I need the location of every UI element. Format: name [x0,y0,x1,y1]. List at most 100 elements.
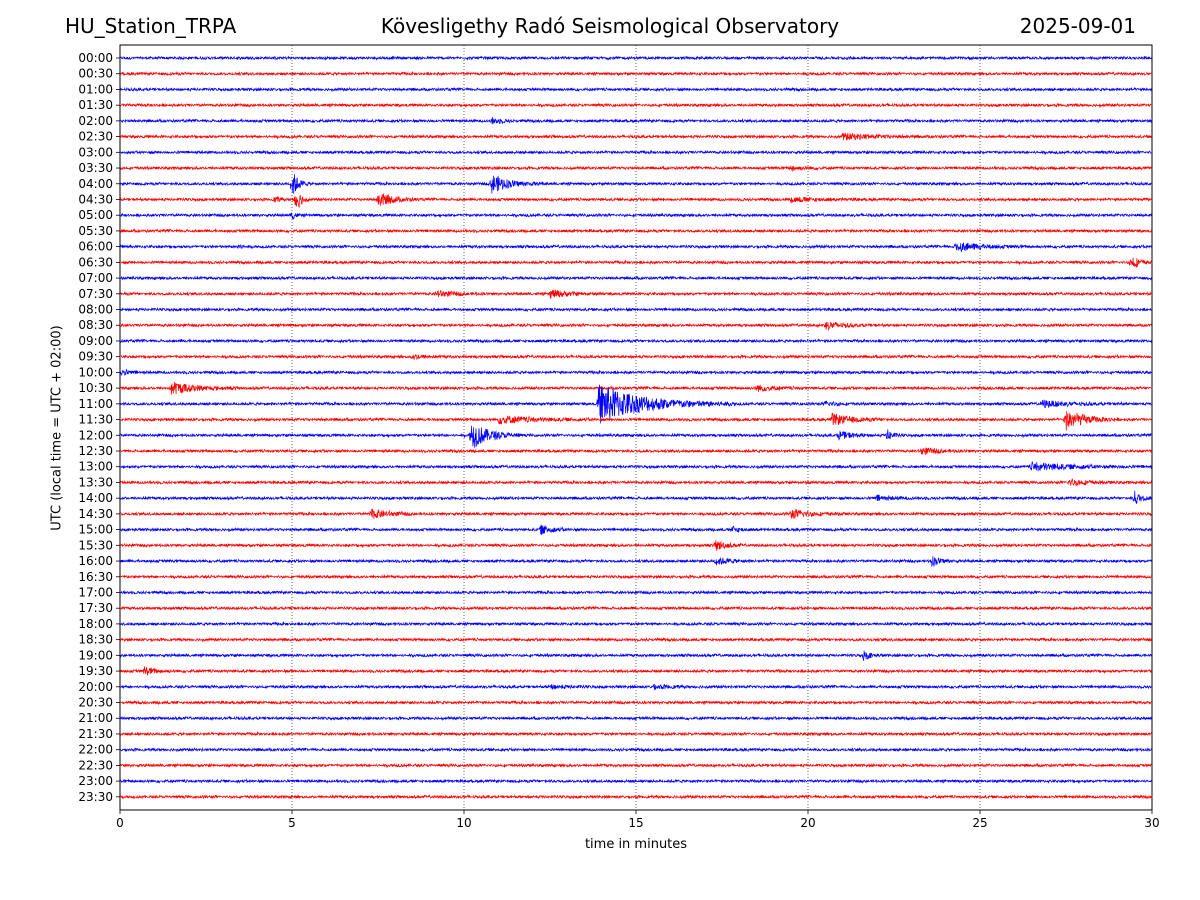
y-tick-label: 04:30 [78,192,113,206]
y-tick-label: 21:30 [78,727,113,741]
trace-2130 [119,731,1153,737]
y-tick-label: 11:00 [78,397,113,411]
trace-2230 [119,762,1153,769]
y-tick-label: 10:00 [78,365,113,379]
trace-2000 [119,683,1153,691]
trace-0030 [119,70,1153,77]
trace-1830 [119,636,1153,643]
y-tick-label: 01:30 [78,98,113,112]
y-tick-label: 22:00 [78,743,113,757]
x-axis-ticks: 0 5 10 15 20 25 30 [116,810,1160,830]
x-tick-label: 25 [972,816,987,830]
y-tick-label: 07:30 [78,287,113,301]
y-tick-label: 02:00 [78,114,113,128]
plot-date: 2025-09-01 [1019,14,1136,38]
trace-2030 [119,699,1152,706]
y-tick-label: 19:00 [78,648,113,662]
y-tick-label: 12:00 [78,428,113,442]
trace-1330 [119,478,1153,487]
trace-0300 [119,149,1153,156]
y-axis-label: UTC (local time = UTC + 02:00) [49,325,65,531]
y-tick-label: 05:30 [78,224,113,238]
y-tick-label: 05:00 [78,208,113,222]
trace-1200 [119,425,1153,449]
trace-0830 [119,321,1153,331]
y-tick-label: 20:00 [78,680,113,694]
trace-1030 [119,381,1153,395]
trace-0900 [119,338,1153,344]
seismic-traces [119,55,1153,800]
trace-1900 [119,650,1153,661]
trace-0130 [119,102,1153,109]
trace-0930 [119,353,1153,361]
trace-0330 [119,165,1153,173]
trace-1300 [119,461,1153,472]
y-tick-label: 17:30 [78,601,113,615]
y-tick-label: 08:00 [78,303,113,317]
trace-0500 [119,211,1153,220]
trace-1930 [119,666,1153,676]
y-tick-label: 03:30 [78,161,113,175]
y-tick-label: 00:30 [78,67,113,81]
trace-1430 [119,508,1153,520]
y-tick-label: 07:00 [78,271,113,285]
y-tick-label: 18:30 [78,633,113,647]
y-tick-label: 16:30 [78,570,113,584]
y-tick-label: 23:30 [78,790,113,804]
trace-0530 [119,228,1153,234]
y-tick-label: 06:00 [78,240,113,254]
trace-0600 [119,242,1153,253]
y-tick-label: 06:30 [78,255,113,269]
y-tick-label: 13:00 [78,460,113,474]
trace-0100 [119,86,1153,93]
trace-1630 [119,573,1153,580]
x-axis-label: time in minutes [584,837,688,852]
trace-1230 [119,447,1153,455]
y-tick-label: 11:30 [78,413,113,427]
y-tick-label: 01:00 [78,82,113,96]
trace-1530 [119,540,1153,551]
observatory-title: Kövesligethy Radó Seismological Observat… [380,14,840,38]
y-tick-label: 19:30 [78,664,113,678]
trace-2200 [119,746,1153,753]
y-tick-label: 12:30 [78,444,113,458]
y-tick-label: 22:30 [78,758,113,772]
y-tick-label: 04:00 [78,177,113,191]
trace-0700 [119,275,1153,281]
trace-2100 [119,715,1153,722]
y-tick-label: 03:00 [78,145,113,159]
trace-0730 [119,289,1153,299]
y-tick-label: 15:30 [78,538,113,552]
trace-0430 [119,193,1153,208]
y-tick-label: 18:00 [78,617,113,631]
x-tick-label: 30 [1144,816,1159,830]
x-tick-label: 15 [628,816,643,830]
trace-0630 [119,257,1153,268]
y-tick-label: 15:00 [78,523,113,537]
x-tick-label: 5 [288,816,296,830]
y-tick-label: 16:00 [78,554,113,568]
x-tick-label: 0 [116,816,124,830]
station-name: HU_Station_TRPA [65,14,237,38]
y-tick-label: 09:00 [78,334,113,348]
y-tick-label: 21:00 [78,711,113,725]
y-tick-label: 20:30 [78,696,113,710]
y-tick-label: 00:00 [78,51,113,65]
y-tick-label: 09:30 [78,350,113,364]
y-tick-label: 14:30 [78,507,113,521]
trace-1800 [119,621,1153,627]
trace-0000 [119,55,1153,61]
y-tick-label: 10:30 [78,381,113,395]
y-tick-label: 02:30 [78,130,113,144]
trace-0800 [119,306,1153,313]
trace-2300 [119,778,1153,784]
trace-1100 [119,384,1153,424]
trace-0400 [119,174,1153,194]
trace-0230 [119,132,1153,141]
y-tick-label: 08:30 [78,318,113,332]
y-tick-label: 13:30 [78,475,113,489]
x-tick-label: 20 [800,816,815,830]
trace-1500 [119,524,1153,536]
y-tick-label: 17:00 [78,585,113,599]
